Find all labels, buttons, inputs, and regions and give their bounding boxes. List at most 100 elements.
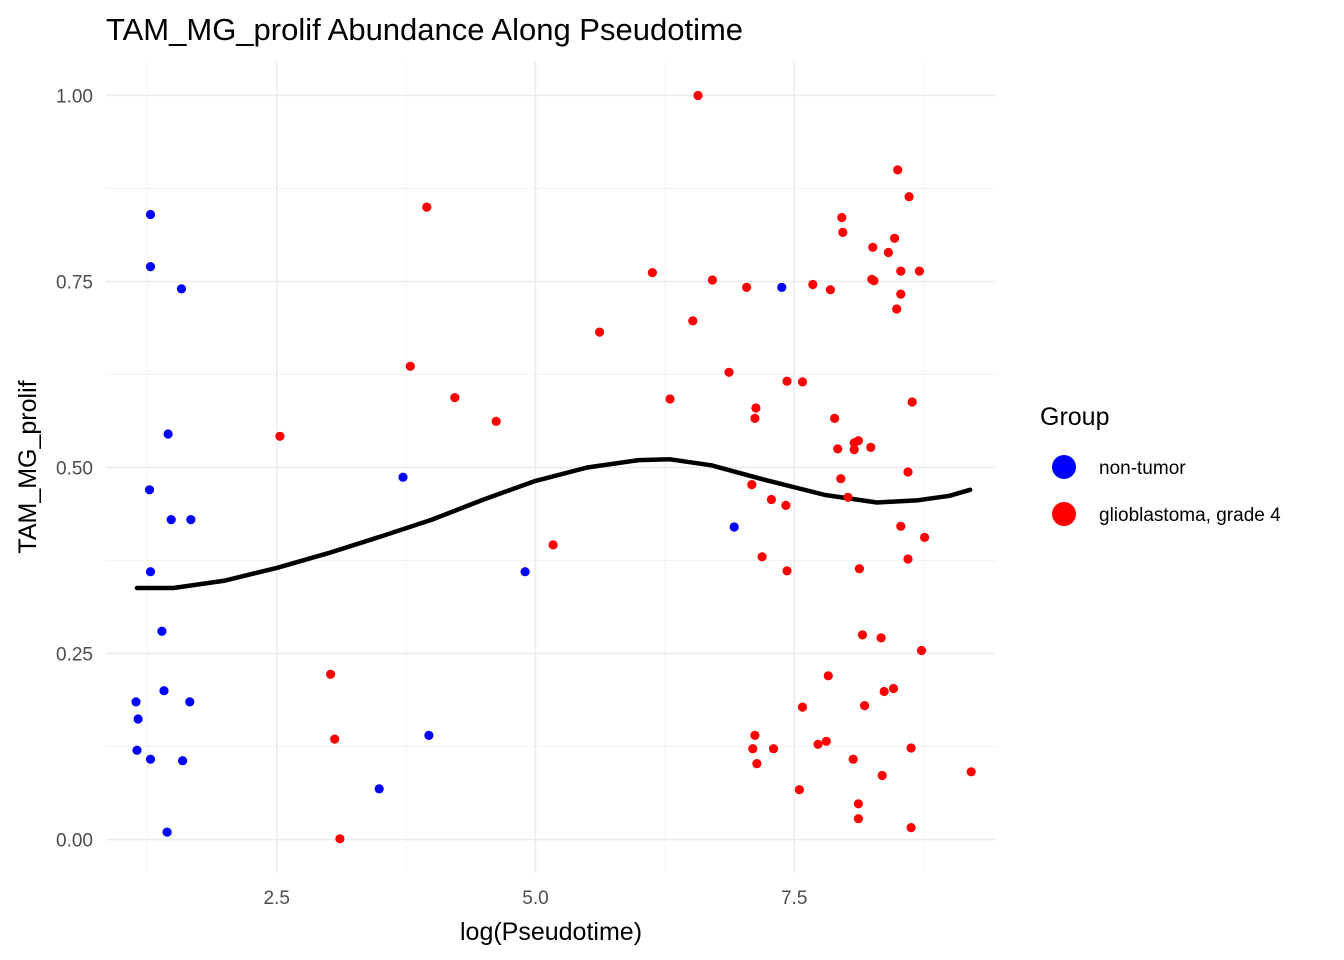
data-point-glioblastoma-grade-4 bbox=[742, 282, 752, 292]
data-point-glioblastoma-grade-4 bbox=[750, 413, 760, 423]
data-point-glioblastoma-grade-4 bbox=[688, 316, 698, 326]
data-point-glioblastoma-grade-4 bbox=[405, 361, 415, 371]
y-axis-title: TAM_MG_prolif bbox=[14, 380, 42, 553]
legend-title: Group bbox=[1040, 403, 1109, 431]
data-point-glioblastoma-grade-4 bbox=[693, 90, 703, 101]
data-point-glioblastoma-grade-4 bbox=[750, 730, 760, 741]
data-point-non-tumor bbox=[176, 284, 187, 294]
data-point-glioblastoma-grade-4 bbox=[907, 397, 917, 407]
data-point-non-tumor bbox=[145, 567, 156, 577]
y-tick-label: 0.75 bbox=[56, 272, 93, 293]
data-point-glioblastoma-grade-4 bbox=[892, 304, 902, 314]
data-point-glioblastoma-grade-4 bbox=[920, 532, 930, 543]
data-point-glioblastoma-grade-4 bbox=[893, 165, 903, 175]
data-point-glioblastoma-grade-4 bbox=[896, 266, 906, 276]
data-point-non-tumor bbox=[185, 697, 195, 707]
data-point-glioblastoma-grade-4 bbox=[876, 633, 886, 643]
data-point-glioblastoma-grade-4 bbox=[866, 442, 876, 452]
legend-swatch-glioblastoma bbox=[1052, 502, 1076, 526]
data-point-non-tumor bbox=[133, 714, 143, 724]
data-point-glioblastoma-grade-4 bbox=[896, 289, 906, 299]
data-point-non-tumor bbox=[520, 567, 530, 577]
data-point-glioblastoma-grade-4 bbox=[890, 233, 900, 243]
data-point-glioblastoma-grade-4 bbox=[853, 799, 864, 809]
data-point-glioblastoma-grade-4 bbox=[877, 770, 887, 781]
x-tick-label: 2.5 bbox=[264, 888, 290, 909]
data-point-glioblastoma-grade-4 bbox=[794, 785, 805, 795]
data-point-glioblastoma-grade-4 bbox=[757, 552, 767, 562]
data-point-non-tumor bbox=[131, 697, 141, 707]
legend-label-glioblastoma: glioblastoma, grade 4 bbox=[1099, 505, 1281, 526]
data-point-glioblastoma-grade-4 bbox=[595, 327, 605, 337]
data-point-non-tumor bbox=[186, 515, 196, 525]
data-point-glioblastoma-grade-4 bbox=[821, 736, 831, 746]
data-point-non-tumor bbox=[145, 262, 156, 272]
y-tick-label: 0.25 bbox=[56, 645, 93, 666]
data-point-glioblastoma-grade-4 bbox=[275, 431, 285, 441]
data-point-non-tumor bbox=[178, 756, 188, 766]
grid bbox=[106, 62, 996, 873]
data-point-glioblastoma-grade-4 bbox=[797, 377, 808, 387]
data-point-glioblastoma-grade-4 bbox=[813, 739, 823, 749]
legend: Group non-tumor glioblastoma, grade 4 bbox=[1040, 403, 1281, 526]
data-point-glioblastoma-grade-4 bbox=[782, 566, 792, 576]
x-tick-labels: 2.5 5.0 7.5 bbox=[264, 888, 808, 909]
data-point-non-tumor bbox=[729, 522, 739, 532]
data-point-glioblastoma-grade-4 bbox=[916, 645, 927, 656]
data-point-glioblastoma-grade-4 bbox=[830, 413, 840, 423]
data-point-non-tumor bbox=[157, 626, 167, 636]
x-axis-title: log(Pseudotime) bbox=[460, 918, 642, 946]
data-point-glioblastoma-grade-4 bbox=[904, 192, 914, 202]
data-point-glioblastoma-grade-4 bbox=[838, 227, 848, 237]
data-point-glioblastoma-grade-4 bbox=[914, 266, 925, 276]
data-point-glioblastoma-grade-4 bbox=[825, 285, 836, 295]
data-point-non-tumor bbox=[145, 754, 156, 764]
data-point-glioblastoma-grade-4 bbox=[766, 494, 777, 505]
data-point-glioblastoma-grade-4 bbox=[854, 564, 865, 574]
data-point-glioblastoma-grade-4 bbox=[748, 744, 758, 754]
data-point-non-tumor bbox=[132, 745, 142, 755]
data-point-non-tumor bbox=[163, 429, 173, 439]
data-point-non-tumor bbox=[166, 515, 176, 525]
data-point-glioblastoma-grade-4 bbox=[848, 754, 858, 764]
data-point-glioblastoma-grade-4 bbox=[808, 279, 818, 290]
data-point-glioblastoma-grade-4 bbox=[548, 540, 558, 550]
data-point-glioblastoma-grade-4 bbox=[751, 403, 761, 413]
y-tick-labels: 0.00 0.25 0.50 0.75 1.00 bbox=[56, 86, 93, 851]
data-point-glioblastoma-grade-4 bbox=[335, 834, 345, 844]
data-point-glioblastoma-grade-4 bbox=[888, 683, 899, 694]
data-point-glioblastoma-grade-4 bbox=[849, 438, 859, 448]
y-tick-label: 1.00 bbox=[56, 86, 93, 107]
data-point-glioblastoma-grade-4 bbox=[491, 416, 501, 426]
data-point-glioblastoma-grade-4 bbox=[906, 823, 916, 833]
legend-swatch-non-tumor bbox=[1052, 455, 1076, 479]
y-tick-label: 0.50 bbox=[56, 459, 93, 480]
data-point-glioblastoma-grade-4 bbox=[724, 367, 734, 377]
data-point-glioblastoma-grade-4 bbox=[966, 767, 976, 777]
data-point-glioblastoma-grade-4 bbox=[869, 276, 879, 286]
data-point-glioblastoma-grade-4 bbox=[647, 268, 658, 278]
data-point-glioblastoma-grade-4 bbox=[906, 743, 916, 753]
data-point-glioblastoma-grade-4 bbox=[752, 759, 762, 769]
legend-label-non-tumor: non-tumor bbox=[1099, 458, 1186, 479]
data-point-glioblastoma-grade-4 bbox=[326, 669, 336, 679]
x-tick-label: 7.5 bbox=[781, 888, 807, 909]
data-point-glioblastoma-grade-4 bbox=[797, 702, 808, 712]
data-point-glioblastoma-grade-4 bbox=[903, 467, 913, 477]
data-point-non-tumor bbox=[159, 686, 169, 696]
data-point-glioblastoma-grade-4 bbox=[903, 554, 913, 564]
data-point-glioblastoma-grade-4 bbox=[836, 474, 846, 484]
data-point-glioblastoma-grade-4 bbox=[879, 686, 889, 697]
data-point-glioblastoma-grade-4 bbox=[665, 394, 675, 404]
smooth-line-layer bbox=[134, 457, 973, 591]
data-point-glioblastoma-grade-4 bbox=[422, 202, 432, 212]
data-point-glioblastoma-grade-4 bbox=[868, 242, 878, 252]
data-point-non-tumor bbox=[144, 485, 155, 495]
data-point-glioblastoma-grade-4 bbox=[843, 492, 853, 502]
data-point-glioblastoma-grade-4 bbox=[883, 247, 894, 258]
data-point-glioblastoma-grade-4 bbox=[768, 744, 779, 754]
data-point-glioblastoma-grade-4 bbox=[707, 275, 718, 285]
data-point-glioblastoma-grade-4 bbox=[823, 671, 833, 681]
data-point-non-tumor bbox=[398, 472, 408, 482]
